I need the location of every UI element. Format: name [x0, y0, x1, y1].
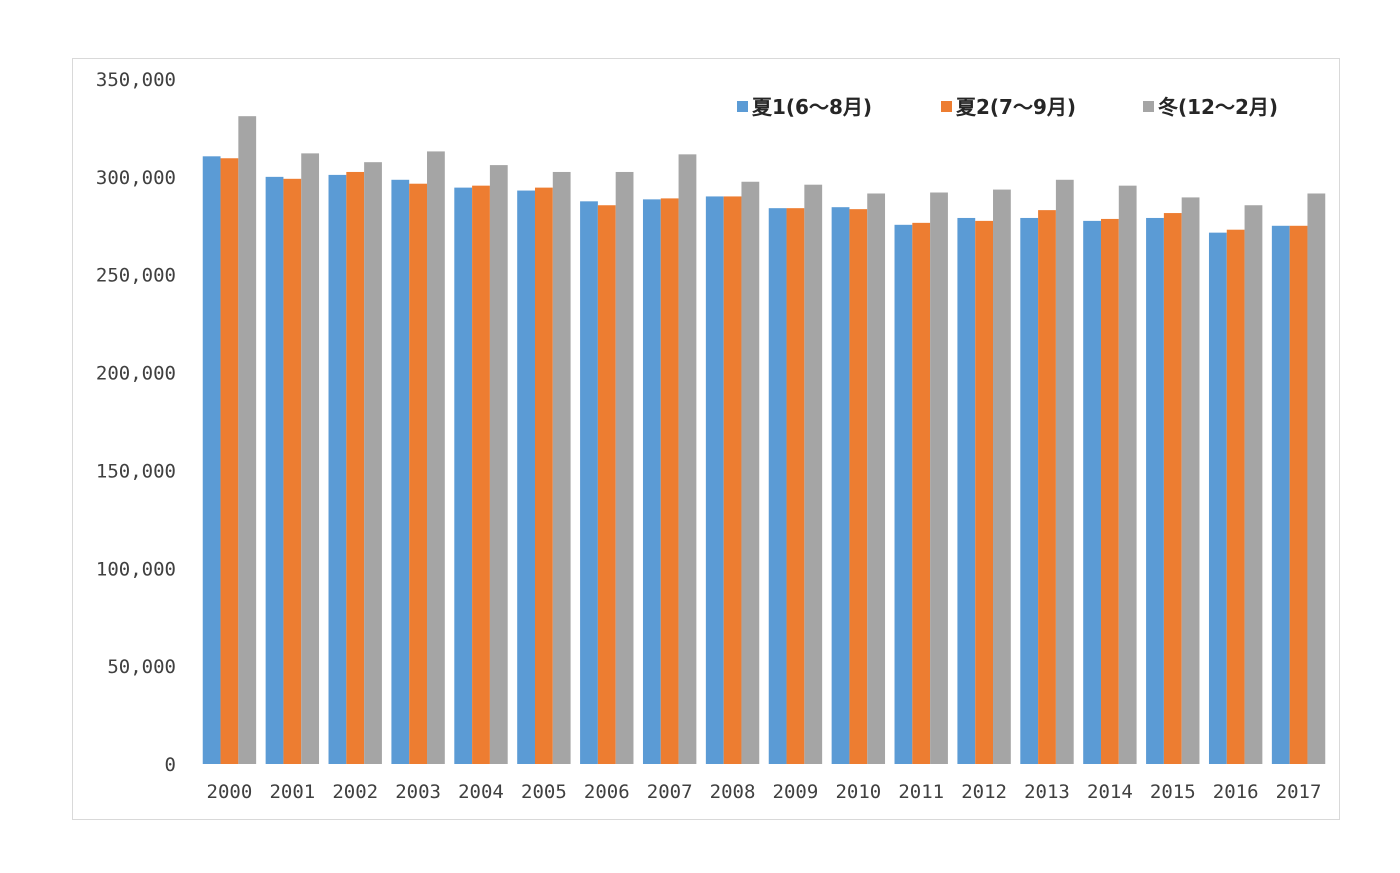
bar	[912, 222, 931, 765]
y-tick-label: 300,000	[96, 167, 176, 189]
bar	[283, 178, 302, 764]
bar	[346, 171, 365, 764]
bar	[1118, 185, 1137, 764]
y-tick-label: 200,000	[96, 363, 176, 385]
x-tick-label: 2016	[1213, 781, 1259, 803]
bar	[1055, 179, 1074, 765]
bar	[409, 183, 428, 764]
x-tick-label: 2013	[1024, 781, 1070, 803]
bar	[472, 185, 490, 764]
bar	[202, 156, 221, 764]
x-tick-label: 2012	[961, 781, 1007, 803]
bar	[1100, 218, 1119, 764]
bar	[660, 198, 679, 764]
bar	[427, 151, 445, 764]
x-tick-label: 2000	[207, 781, 253, 803]
bar	[894, 224, 913, 764]
bar	[489, 165, 508, 765]
x-tick-label: 2014	[1087, 781, 1133, 803]
x-axis: 2000 2001 2002 2003 2004 2005 2006 2007 2008 2009…	[207, 781, 1322, 803]
x-tick-label: 2008	[710, 781, 756, 803]
bar	[831, 207, 850, 764]
bar	[265, 176, 284, 765]
bar	[1083, 220, 1101, 764]
x-tick-label: 2017	[1276, 781, 1322, 803]
bar	[301, 153, 320, 764]
x-tick-label: 2001	[269, 781, 315, 803]
bar	[1038, 210, 1056, 764]
bar	[1307, 193, 1326, 765]
x-tick-label: 2002	[332, 781, 378, 803]
x-tick-label: 2007	[647, 781, 693, 803]
y-tick-label: 150,000	[96, 460, 176, 482]
y-tick-label: 0	[165, 754, 176, 776]
y-tick-label: 250,000	[96, 265, 176, 287]
bar	[705, 196, 724, 764]
bar	[975, 220, 994, 764]
legend-label: 夏1(6～8月)	[752, 95, 872, 119]
bar	[1289, 225, 1308, 765]
legend-label: 冬(12～2月)	[1158, 95, 1278, 119]
bar	[220, 158, 239, 764]
x-tick-label: 2015	[1150, 781, 1196, 803]
bar	[993, 189, 1011, 764]
legend: 夏1(6～8月) 夏2(7～9月) 冬(12～2月)	[737, 95, 1278, 119]
bar	[678, 154, 697, 765]
bar	[1181, 197, 1200, 764]
bar	[238, 116, 257, 764]
bar	[580, 201, 598, 764]
y-tick-label: 100,000	[96, 558, 176, 580]
bar	[1271, 225, 1290, 765]
bar	[768, 208, 787, 765]
bar	[867, 193, 886, 765]
y-tick-label: 50,000	[107, 656, 176, 678]
bar	[1208, 232, 1227, 764]
bar	[849, 209, 868, 764]
bar	[741, 181, 760, 764]
bar	[1244, 205, 1263, 765]
bar	[391, 179, 410, 765]
bar	[1226, 229, 1245, 764]
x-tick-label: 2006	[584, 781, 630, 803]
legend-label: 夏2(7～9月)	[956, 95, 1076, 119]
bar	[930, 192, 948, 764]
x-tick-label: 2010	[835, 781, 881, 803]
bar	[534, 187, 553, 764]
bar-series	[202, 116, 1326, 765]
bar	[1163, 213, 1182, 764]
x-tick-label: 2005	[521, 781, 567, 803]
y-axis: 0 50,000 100,000 150,000 200,000 250,000 300,0…	[96, 69, 176, 776]
bar	[328, 174, 347, 764]
y-tick-label: 350,000	[96, 69, 176, 91]
legend-swatch	[941, 101, 952, 112]
legend-swatch	[737, 101, 748, 112]
bar	[615, 171, 634, 764]
bar	[517, 190, 535, 764]
bar	[786, 208, 805, 765]
bar	[1020, 217, 1039, 764]
bar	[597, 205, 616, 765]
x-tick-label: 2004	[458, 781, 504, 803]
bar	[804, 184, 823, 764]
bar	[642, 199, 661, 765]
x-tick-label: 2009	[773, 781, 819, 803]
legend-swatch	[1143, 101, 1154, 112]
bar	[364, 162, 382, 764]
x-tick-label: 2003	[395, 781, 441, 803]
bar	[957, 217, 976, 764]
bar	[552, 171, 571, 764]
bar	[1146, 217, 1164, 764]
x-tick-label: 2011	[898, 781, 944, 803]
bar	[723, 196, 742, 764]
bar	[454, 187, 473, 764]
